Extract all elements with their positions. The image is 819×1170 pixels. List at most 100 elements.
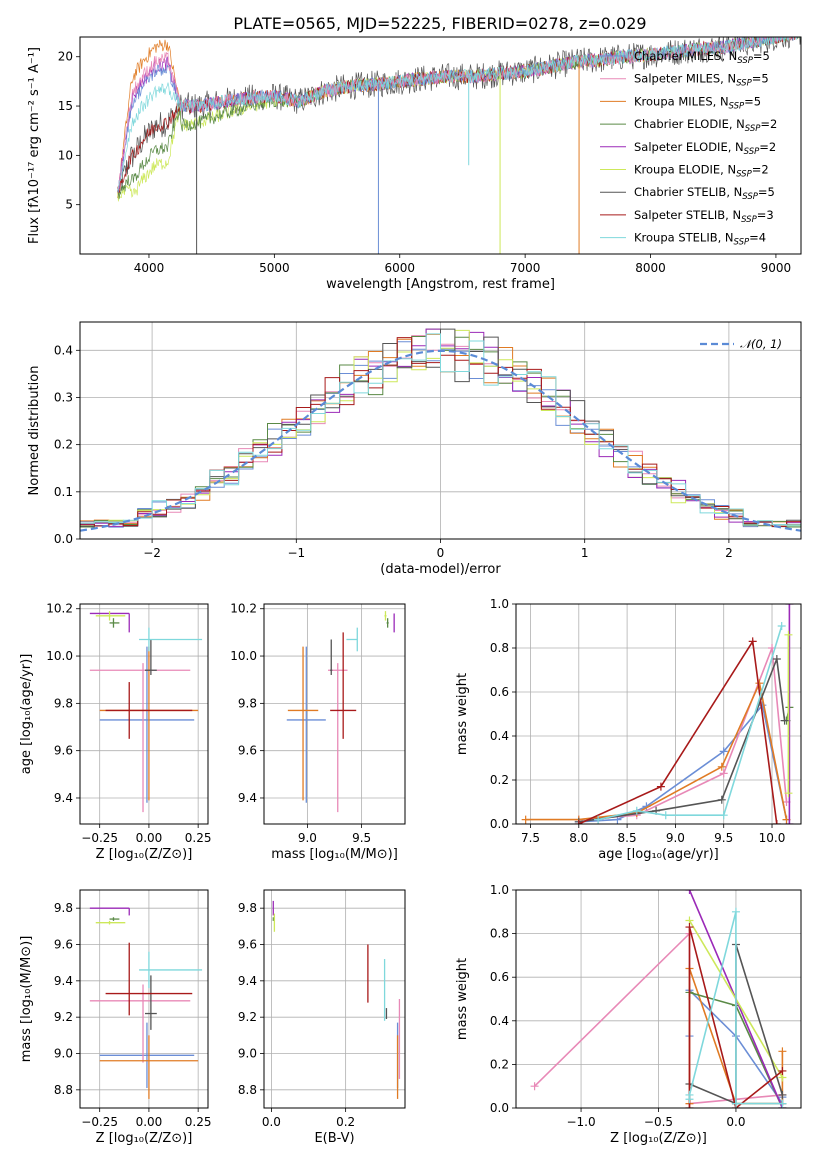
weight_vs_age-marker-salpeter_elodie [785, 820, 794, 824]
mass_vs_Z-ytick-label: 9.8 [54, 901, 73, 915]
residuals-legend: 𝒩(0, 1) [700, 337, 782, 351]
age_vs_mass-xtick-label: 9.5 [352, 831, 371, 845]
legend-count: =5 [753, 49, 770, 63]
legend-text: Chabrier ELODIE, N [634, 117, 745, 131]
legend-subscript: SSP [736, 170, 752, 180]
spectrum-xtick-label: 6000 [384, 261, 415, 275]
weight_vs_age-marker-kroupa_stelib [632, 806, 641, 815]
weight_vs_Z-marker-salpeter_elodie [685, 890, 694, 894]
weight_vs_age-marker-salpeter_stelib [574, 820, 583, 824]
weight_vs_age-ytick-label: 1.0 [490, 597, 509, 611]
weight_vs_age-marker-kroupa_elodie [784, 630, 793, 639]
legend-label-chabrier_elodie: Chabrier ELODIE, NSSP=2 [634, 117, 777, 134]
mass_vs_EBV-ytick-label: 9.4 [238, 974, 257, 988]
mass_vs_EBV-ytick-label: 8.8 [238, 1083, 257, 1097]
weight_vs_Z-ytick-label: 0.2 [490, 1057, 509, 1071]
mass_vs_Z-xtick-label: −0.25 [81, 1115, 118, 1129]
age_vs_Z-frame [79, 603, 209, 825]
legend-count: =4 [749, 231, 766, 245]
mass_vs_EBV-ytick-label: 9.8 [238, 901, 257, 915]
mass_vs_EBV-ytick-label: 9.0 [238, 1047, 257, 1061]
mass_vs_Z-ytick-label: 9.0 [54, 1047, 73, 1061]
age_vs_Z-ytick-label: 9.4 [54, 791, 73, 805]
weight_vs_age-line-kroupa_miles [525, 680, 788, 821]
legend-text: Chabrier MILES, N [634, 49, 737, 63]
mass_vs_Z-ytick-label: 9.6 [54, 938, 73, 952]
weight_vs_age-marker-kroupa_miles [755, 679, 764, 688]
weight_vs_Z-xtick-label: 0.0 [726, 1115, 745, 1129]
spectrum-xtick-label: 9000 [761, 261, 792, 275]
residuals-ytick-label: 0.4 [54, 343, 73, 357]
mass_vs_EBV-panel: 0.0 0.2 8.8 9.0 9.2 9.4 9.6 9.8 E(B-V) [238, 889, 406, 1146]
legend-subscript: SSP [741, 215, 757, 225]
weight_vs_Z-marker-salpeter_miles [530, 1082, 539, 1091]
spectrum-xtick-label: 5000 [259, 261, 290, 275]
mass_vs_Z-ytick-label: 8.8 [54, 1083, 73, 1097]
weight_vs_age-line-chabrier_stelib [578, 658, 786, 823]
mass_vs_Z-plot-area [80, 890, 208, 1108]
residuals-ytick-label: 0.2 [54, 438, 73, 452]
weight_vs_age-marker-chabrier_stelib [717, 795, 726, 804]
age_vs_Z-ytick-label: 9.8 [54, 696, 73, 710]
weight_vs_age-marker-salpeter_miles [719, 769, 728, 778]
weight_vs_Z-panel: −1.0 −0.5 0.0 0.0 0.2 0.4 0.6 0.8 1.0 Z [log₁₀(Z/… [455, 883, 802, 1146]
residuals-frame [79, 321, 802, 540]
weight_vs_Z-ytick-label: 0.6 [490, 970, 509, 984]
age_vs_Z-xtick-label: −0.25 [81, 831, 118, 845]
legend-subscript: SSP [729, 101, 745, 111]
mass_vs_Z-xlabel: Z [log₁₀(Z/Z⊙)] [96, 1131, 193, 1146]
legend-label-salpeter_stelib: Salpeter STELIB, NSSP=3 [634, 208, 774, 225]
weight_vs_Z-marker-kroupa_stelib [731, 907, 740, 916]
weight_vs_Z-ylabel: mass weight [455, 958, 470, 1040]
spectrum-line-salpeter_miles [117, 37, 796, 190]
weight_vs_age-marker-kroupa_miles [521, 815, 530, 824]
weight_vs_Z-plot-area [516, 890, 801, 1108]
age_vs_Z-xtick-label: 0.00 [136, 831, 163, 845]
weight_vs_age-ytick-label: 0.4 [490, 729, 509, 743]
legend-count: =2 [752, 163, 769, 177]
weight_vs_Z-marker-kroupa_miles [778, 1047, 787, 1056]
weight_vs_age-marker-chabrier_miles [758, 701, 767, 710]
legend-text: Kroupa MILES, N [634, 94, 729, 108]
weight_vs_age-line-chabrier_miles [578, 703, 788, 823]
legend-label-salpeter_elodie: Salpeter ELODIE, NSSP=2 [634, 140, 776, 157]
legend-label-kroupa_miles: Kroupa MILES, NSSP=5 [634, 94, 761, 111]
age_vs_mass-xtick-label: 9.0 [298, 831, 317, 845]
weight_vs_Z-marker-kroupa_stelib [778, 1099, 787, 1108]
legend-subscript: SSP [736, 79, 752, 89]
age_vs_mass-ytick-label: 10.0 [230, 649, 257, 663]
mass_vs_EBV-frame [263, 889, 406, 1109]
weight_vs_age-frame [515, 603, 802, 825]
legend-subscript: SSP [742, 192, 758, 202]
age_vs_mass-ytick-label: 9.4 [238, 791, 257, 805]
legend-text: Salpeter ELODIE, N [634, 140, 744, 154]
age_vs_Z-ylabel: age [log₁₀(age/yr)] [19, 654, 34, 775]
spectrum-xtick-label: 8000 [635, 261, 666, 275]
mass_vs_EBV-ytick-label: 9.6 [238, 938, 257, 952]
age_vs_mass-ytick-label: 9.6 [238, 744, 257, 758]
weight_vs_age-xtick-label: 7.5 [521, 831, 540, 845]
legend-subscript: SSP [745, 124, 761, 134]
weight_vs_age-marker-salpeter_stelib [656, 782, 665, 791]
hist-step-kroupa_stelib [80, 333, 801, 527]
legend-label-kroupa_stelib: Kroupa STELIB, NSSP=4 [634, 231, 766, 248]
residuals-xtick-label: −2 [143, 546, 161, 560]
residuals-ytick-label: 0.0 [54, 532, 73, 546]
spectrum-ytick-label: 10 [58, 148, 73, 162]
weight_vs_age-marker-kroupa_stelib [777, 622, 786, 630]
spectrum-plot-area [117, 37, 801, 254]
spectrum-ylabel: Flux [fλ10⁻¹⁷ erg cm⁻² s⁻¹ A⁻¹] [27, 47, 42, 244]
weight_vs_age-marker-chabrier_stelib [772, 655, 781, 663]
weight_vs_age-ytick-label: 0.0 [490, 817, 509, 831]
age_vs_mass-xlabel: mass [log₁₀(M/M⊙)] [271, 847, 398, 862]
mass_vs_EBV-plot-area [264, 890, 405, 1108]
weight_vs_age-xtick-label: 10.0 [759, 831, 786, 845]
weight_vs_Z-frame [515, 889, 802, 1109]
legend-subscript: SSP [737, 56, 753, 66]
legend-text: Kroupa STELIB, N [634, 231, 734, 245]
weight_vs_Z-marker-salpeter_stelib [778, 1066, 787, 1075]
age_vs_Z-plot-area [80, 604, 208, 824]
figure-title: PLATE=0565, MJD=52225, FIBERID=0278, z=0… [233, 14, 646, 33]
weight_vs_age-xlabel: age [log₁₀(age/yr)] [598, 847, 719, 862]
